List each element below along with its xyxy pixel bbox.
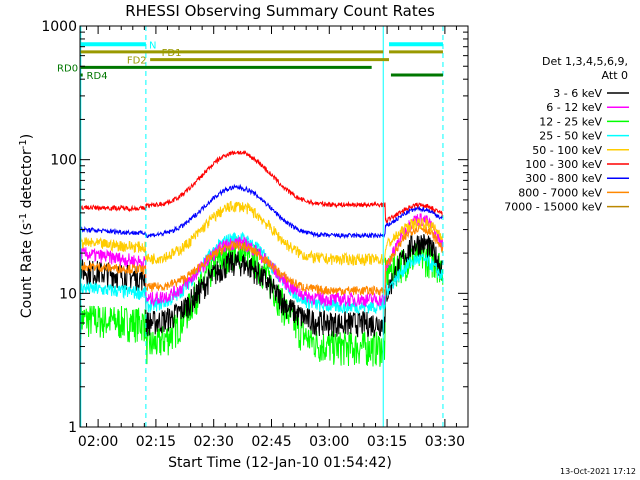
series-layer	[80, 149, 444, 367]
x-tick-label: 02:00	[78, 434, 118, 450]
y-axis-label-sup1: -1	[18, 213, 29, 223]
legend-header-line: Det 1,3,4,5,6,9,	[542, 55, 628, 68]
legend-label-3-6-kev: 3 - 6 keV	[553, 87, 602, 100]
legend-label-100-300-kev: 100 - 300 keV	[525, 158, 602, 171]
legend-header-line: Att 0	[602, 69, 628, 82]
series-50-100-kev	[80, 200, 444, 267]
x-tick-label: 02:45	[251, 434, 291, 450]
vline-layer	[80, 26, 444, 427]
flag-label-n: N	[149, 40, 156, 51]
axis-layer: 02:00 02:15 02:30 02:45 03:00 03:15 03:30 1 10 10…	[41, 19, 468, 450]
legend-label-6-12-kev: 6 - 12 keV	[546, 101, 602, 114]
x-tick-label: 03:30	[425, 434, 465, 450]
plot-frame	[79, 25, 469, 428]
y-axis-label-part2: detector	[19, 149, 35, 213]
flag-label-fd1: FD1	[162, 48, 182, 59]
legend-label-12-25-kev: 12 - 25 keV	[539, 115, 602, 128]
series-100-300-kev	[80, 149, 444, 224]
y-tick-label: 100	[50, 153, 77, 169]
y-tick-label: 1	[68, 420, 77, 436]
series-12-25-kev	[80, 236, 444, 367]
flag-label-rd0: RD0	[57, 63, 78, 74]
y-tick-label: 1000	[41, 19, 77, 35]
flag-label-fd2: FD2	[127, 56, 147, 67]
series-3-6-kev	[80, 233, 444, 338]
y-axis-label: Count Rate (s-1 detector-1)	[18, 134, 35, 318]
series-800-7000-kev	[80, 224, 444, 297]
timestamp: 13-Oct-2021 17:12	[560, 467, 636, 476]
legend-label-50-100-kev: 50 - 100 keV	[532, 144, 602, 157]
series-25-50-kev	[80, 231, 444, 315]
x-tick-label: 02:15	[136, 434, 176, 450]
series-300-800-kev	[80, 183, 443, 240]
y-axis-label-part1: Count Rate (s	[19, 223, 35, 318]
legend-label-25-50-kev: 25 - 50 keV	[539, 130, 602, 143]
x-tick-label: 03:00	[309, 434, 349, 450]
chart-title: RHESSI Observing Summary Count Rates	[125, 2, 435, 20]
y-axis-label-part3: )	[19, 134, 35, 139]
x-axis-label: Start Time (12-Jan-10 01:54:42)	[168, 455, 392, 471]
legend-label-300-800-kev: 300 - 800 keV	[525, 172, 602, 185]
flag-layer: N FD1 FD2 RD0 RD4	[57, 40, 443, 82]
x-tick-label: 02:30	[194, 434, 234, 450]
y-axis-label-sup2: -1	[18, 139, 29, 149]
x-tick-label: 03:15	[367, 434, 407, 450]
legend-label-800-7000-kev: 800 - 7000 keV	[518, 186, 602, 199]
flag-label-rd4: RD4	[87, 71, 108, 82]
legend-label-7000-15000-kev: 7000 - 15000 keV	[504, 201, 602, 214]
y-tick-label: 10	[59, 286, 77, 302]
